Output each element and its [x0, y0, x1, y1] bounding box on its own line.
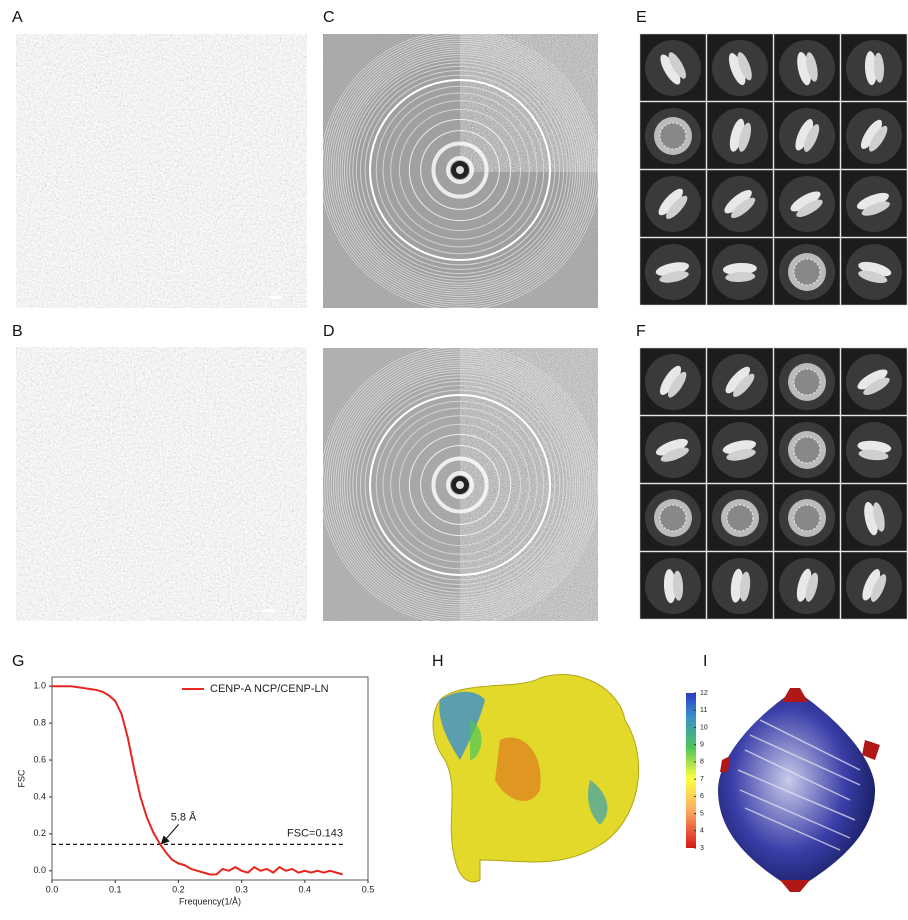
y-tick-label: 0.4 [33, 791, 46, 801]
colorbar-tick-label: 4 [700, 828, 704, 835]
colorbar-tick-label: 7 [700, 776, 704, 783]
y-tick-label: 1.0 [33, 681, 46, 691]
y-tick-label: 0.0 [33, 865, 46, 875]
x-tick-label: 0.0 [46, 884, 59, 894]
fsc-line [52, 686, 343, 874]
y-tick-label: 0.8 [33, 718, 46, 728]
angular-distribution [718, 688, 880, 892]
fsc-chart: 0.0 0.1 0.2 0.3 0.4 0.5 0.0 0.2 0.4 0.6 0.8 1.0 Freq… [16, 677, 374, 906]
panel-label: F [636, 323, 646, 340]
figure: 0.0 0.1 0.2 0.3 0.4 0.5 0.0 0.2 0.4 0.6 0.8 1.0 Freq… [0, 0, 908, 915]
x-axis-label: Frequency(1/Å) [179, 896, 241, 906]
colorbar-tick-label: 6 [700, 793, 704, 800]
annotation-label: 5.8 Å [171, 810, 197, 823]
colorbar-tick-label: 5 [700, 810, 704, 817]
scale-bar [270, 296, 282, 299]
x-tick-label: 0.1 [109, 884, 122, 894]
colorbar-tick-label: 3 [700, 845, 704, 852]
legend-label: CENP-A NCP/CENP-LN [210, 683, 329, 695]
class-averages [640, 34, 907, 305]
panel-label: H [432, 653, 444, 670]
class-averages [640, 348, 907, 619]
colorbar-tick-label: 12 [700, 690, 708, 697]
x-tick-label: 0.4 [299, 884, 312, 894]
density-map [433, 674, 639, 881]
y-tick-label: 0.2 [33, 828, 46, 838]
colorbar-tick-label: 9 [700, 742, 704, 749]
y-axis-label: FSC [16, 769, 26, 788]
panel-label: D [323, 323, 335, 340]
micrograph [16, 34, 307, 308]
plot-frame [52, 677, 368, 880]
panel-label: E [636, 9, 647, 26]
power-spectrum [261, 286, 659, 684]
panel-label: I [703, 653, 707, 670]
colorbar-tick-label: 8 [700, 759, 704, 766]
panel-label: G [12, 653, 24, 670]
y-tick-label: 0.6 [33, 754, 46, 764]
x-tick-label: 0.3 [235, 884, 248, 894]
x-tick-label: 0.5 [362, 884, 375, 894]
panel-label: C [323, 9, 335, 26]
colorbar-tick-label: 10 [700, 724, 708, 731]
colorbar-tick-label: 11 [700, 707, 707, 714]
x-tick-label: 0.2 [172, 884, 185, 894]
annotation-arrow [165, 824, 179, 840]
threshold-label: FSC=0.143 [287, 827, 343, 839]
panel-label: A [12, 9, 23, 26]
power-spectrum [261, 0, 659, 369]
scale-bar [263, 609, 275, 612]
colorbar [686, 693, 696, 848]
panel-label: B [12, 323, 23, 340]
micrograph [16, 347, 307, 621]
